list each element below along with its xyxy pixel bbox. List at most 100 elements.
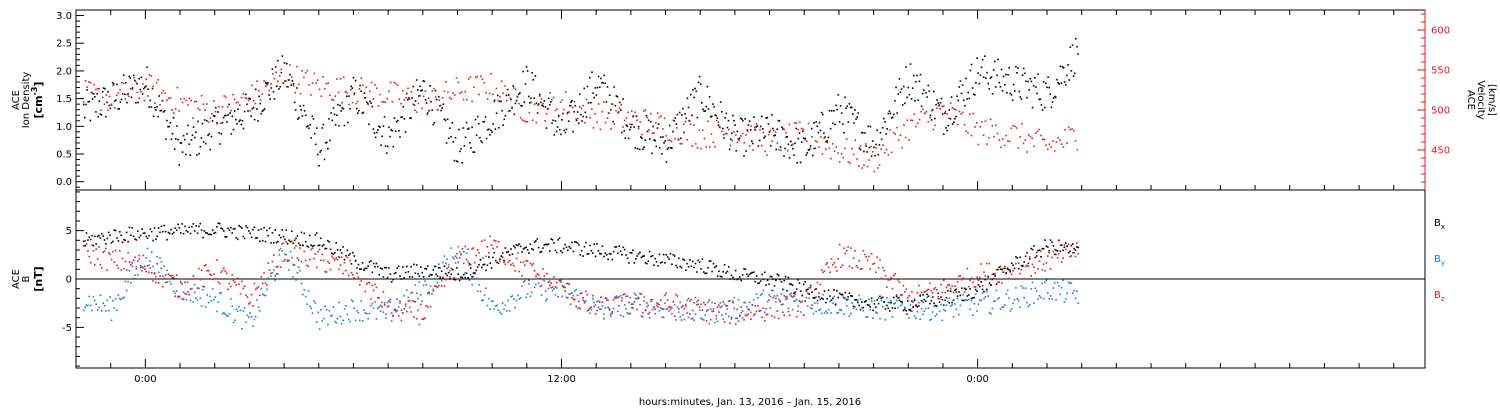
- bx-point: [360, 268, 362, 270]
- by-point: [196, 299, 199, 301]
- density-point: [928, 90, 931, 92]
- bz-point: [880, 277, 883, 280]
- by-point: [119, 297, 121, 300]
- bz-point: [761, 316, 763, 319]
- bx-point: [999, 268, 1002, 270]
- density-point: [1019, 96, 1022, 98]
- density-point: [232, 128, 235, 131]
- velocity-point: [1036, 130, 1039, 133]
- density-point: [339, 104, 341, 107]
- density-point: [582, 115, 584, 118]
- bz-point: [1051, 256, 1053, 259]
- velocity-point: [901, 146, 903, 149]
- velocity-point: [382, 101, 385, 103]
- bx-point: [586, 253, 589, 255]
- velocity-point: [571, 106, 574, 109]
- bx-point: [299, 244, 301, 246]
- velocity-point: [266, 84, 269, 86]
- by-point: [711, 301, 713, 304]
- density-point: [755, 126, 757, 128]
- bx-point: [175, 229, 178, 231]
- velocity-point: [193, 101, 196, 103]
- bz-point: [160, 267, 163, 270]
- bz-point: [134, 256, 136, 258]
- bz-point: [650, 298, 652, 301]
- bz-point: [395, 308, 397, 311]
- bz-point: [954, 285, 956, 287]
- bz-point: [372, 289, 375, 292]
- density-point: [334, 124, 337, 126]
- by-point: [436, 281, 439, 284]
- density-point: [331, 119, 334, 122]
- density-point: [512, 85, 514, 87]
- velocity-point: [108, 95, 111, 98]
- by-point: [463, 250, 465, 253]
- density-point: [620, 109, 622, 111]
- by-point: [937, 297, 939, 300]
- bz-point: [583, 302, 586, 304]
- velocity-point: [499, 96, 501, 98]
- bz-point: [327, 260, 329, 263]
- by-point: [833, 295, 835, 298]
- velocity-point: [873, 170, 876, 173]
- velocity-point: [592, 127, 595, 129]
- bx-point: [510, 248, 512, 250]
- by-point: [445, 262, 447, 265]
- velocity-point: [863, 164, 865, 167]
- by-point: [488, 297, 490, 300]
- velocity-point: [689, 123, 692, 126]
- density-point: [939, 102, 942, 104]
- density-point: [830, 110, 833, 112]
- velocity-point: [882, 144, 884, 146]
- density-point: [735, 150, 737, 152]
- velocity-point: [105, 94, 108, 96]
- bz-point: [274, 275, 276, 277]
- by-point: [451, 256, 454, 258]
- velocity-point: [982, 134, 985, 136]
- density-point: [287, 86, 289, 88]
- bz-point: [310, 248, 312, 251]
- velocity-point: [540, 98, 543, 100]
- bz-point: [884, 274, 887, 277]
- bz-point: [1015, 262, 1017, 265]
- density-point: [181, 151, 184, 153]
- top-left-tick-label: 1.0: [56, 122, 72, 133]
- velocity-point: [618, 107, 621, 109]
- bz-point: [245, 294, 247, 296]
- density-point: [800, 141, 803, 143]
- density-point: [257, 120, 259, 122]
- by-point: [979, 299, 981, 301]
- bz-point: [225, 272, 228, 275]
- by-point: [700, 317, 702, 320]
- bz-point: [336, 258, 339, 261]
- bx-point: [693, 266, 695, 269]
- by-point: [599, 308, 601, 310]
- bz-point: [585, 290, 587, 293]
- by-point: [127, 281, 129, 283]
- density-point: [131, 87, 134, 89]
- bz-point: [263, 272, 265, 274]
- density-point: [245, 93, 247, 96]
- density-point: [505, 94, 508, 97]
- bz-point: [184, 281, 186, 284]
- bz-point: [406, 310, 408, 313]
- bx-point: [314, 234, 317, 236]
- bz-point: [236, 277, 239, 279]
- bx-point: [1031, 248, 1034, 251]
- velocity-point: [1045, 144, 1047, 146]
- bx-point: [363, 269, 365, 271]
- density-point: [799, 161, 802, 164]
- velocity-point: [861, 167, 864, 169]
- velocity-point: [377, 105, 380, 107]
- bx-point: [408, 276, 411, 278]
- density-point: [144, 86, 146, 89]
- density-point: [555, 130, 558, 133]
- density-point: [1028, 89, 1030, 91]
- bx-point: [775, 279, 777, 282]
- bx-point: [328, 241, 331, 243]
- velocity-point: [767, 133, 770, 136]
- bx-point: [513, 245, 515, 247]
- density-point: [633, 126, 635, 128]
- density-point: [519, 92, 521, 94]
- velocity-point: [433, 87, 435, 90]
